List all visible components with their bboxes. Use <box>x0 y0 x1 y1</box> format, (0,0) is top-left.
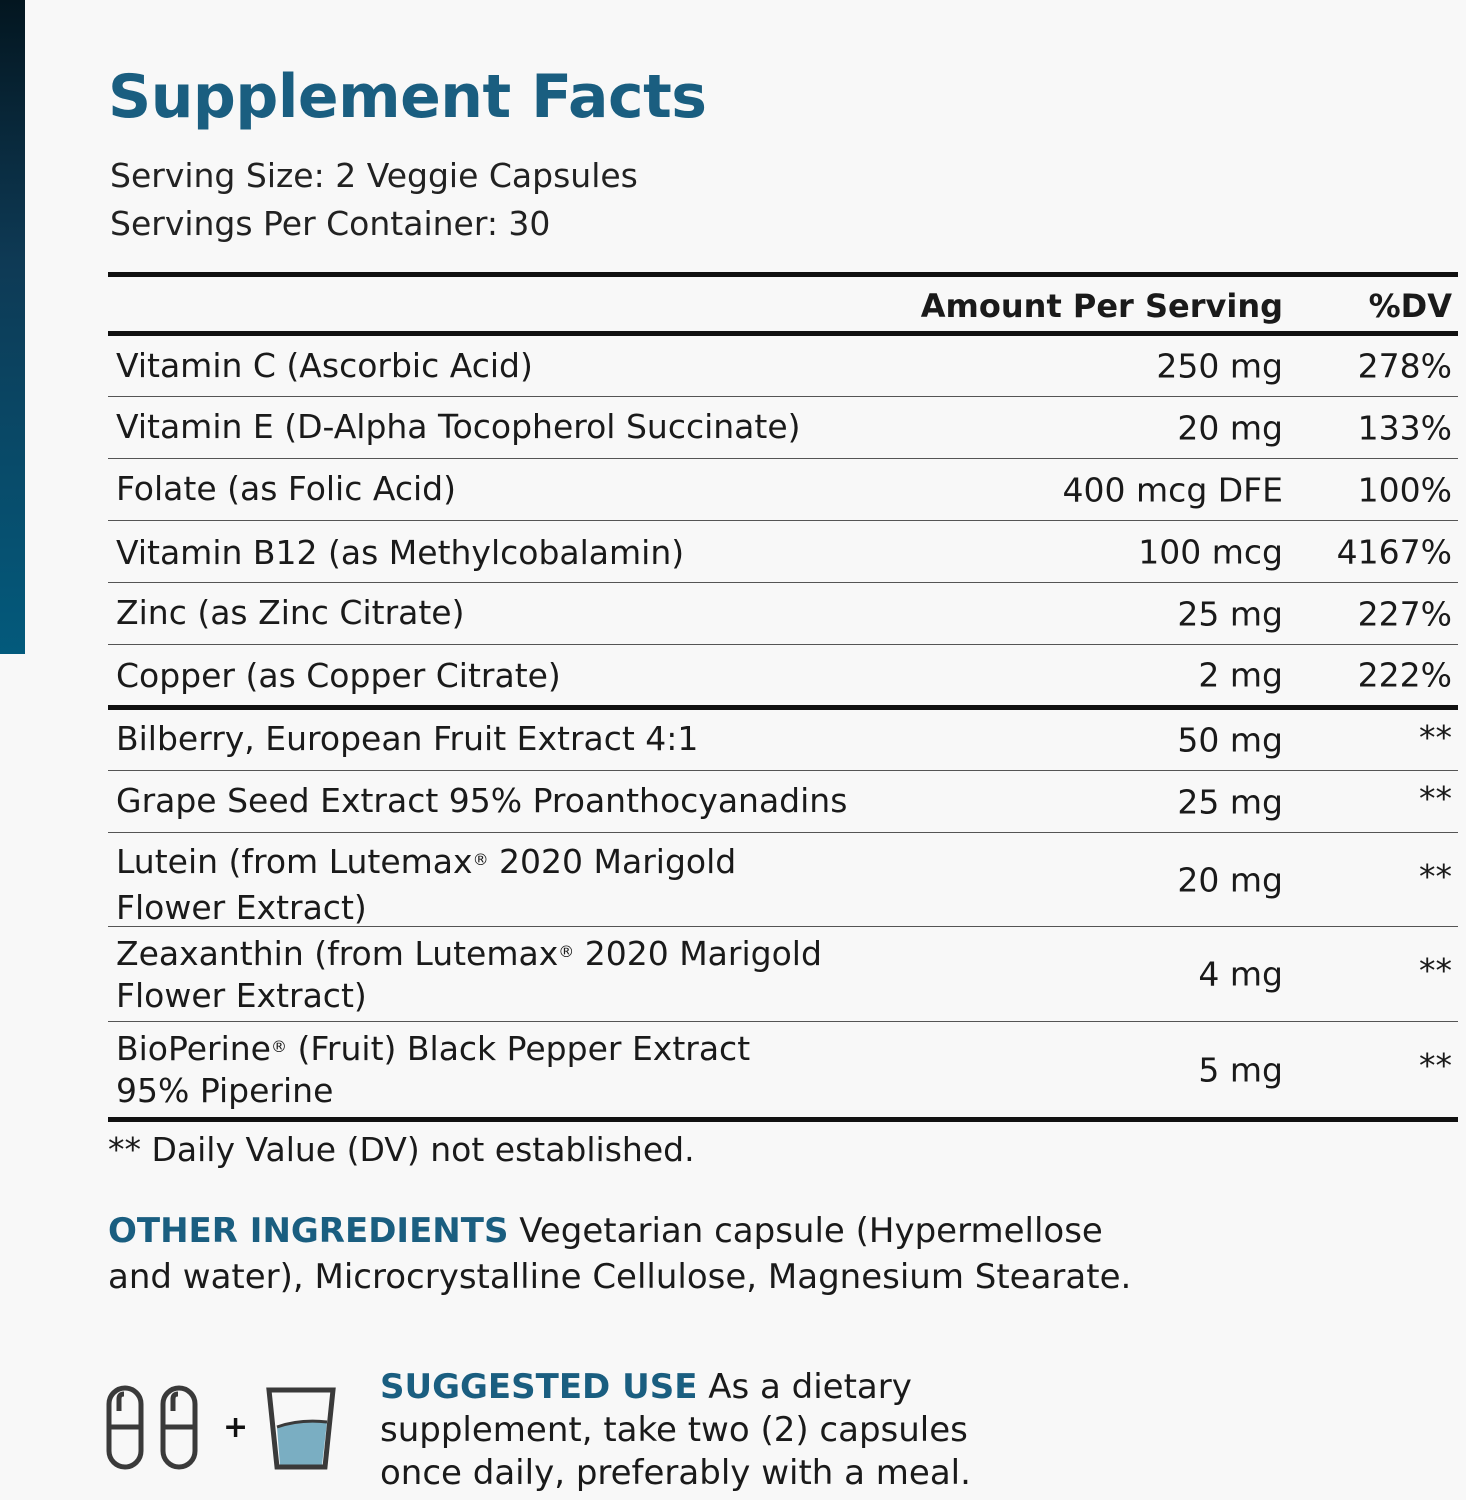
row-name: BioPerine® (Fruit) Black Pepper Extract 9… <box>116 1029 751 1110</box>
row-amount: 50 mg <box>1177 720 1283 760</box>
svg-text:+: + <box>223 1410 248 1445</box>
row-name: Zinc (as Zinc Citrate) <box>116 593 465 632</box>
water-glass-icon <box>266 1387 336 1470</box>
table-row: Copper (as Copper Citrate) 2 mg 222% <box>108 645 1458 710</box>
row-amount: 25 mg <box>1177 594 1283 633</box>
row-dv: 278% <box>1357 346 1452 386</box>
row-name: Vitamin E (D-Alpha Tocopherol Succinate) <box>116 407 801 446</box>
plus-icon: + <box>223 1410 248 1445</box>
row-amount: 400 mcg DFE <box>1062 470 1283 509</box>
suggested-use-text: As a dietary supplement, take two (2) ca… <box>380 1367 971 1493</box>
row-dv: ** <box>1419 718 1452 757</box>
footnote: ** Daily Value (DV) not established. <box>108 1130 695 1169</box>
row-dv: ** <box>1419 779 1452 818</box>
other-ingredients-label: OTHER INGREDIENTS <box>108 1211 509 1251</box>
table-row: BioPerine® (Fruit) Black Pepper Extract 9… <box>108 1022 1458 1117</box>
divider <box>108 331 1458 336</box>
row-dv: 133% <box>1357 408 1452 447</box>
table-row: Vitamin C (Ascorbic Acid) 250 mg 278% <box>108 336 1458 397</box>
row-dv: ** <box>1419 857 1452 896</box>
row-name: Copper (as Copper Citrate) <box>116 656 561 695</box>
table-row: Folate (as Folic Acid) 400 mcg DFE 100% <box>108 459 1458 521</box>
row-amount: 100 mcg <box>1138 532 1283 571</box>
row-amount: 25 mg <box>1177 782 1283 821</box>
table-row: Vitamin E (D-Alpha Tocopherol Succinate)… <box>108 397 1458 459</box>
table-row: Lutein (from Lutemax® 2020 Marigold Flowe… <box>108 833 1458 927</box>
row-dv: 227% <box>1357 594 1452 633</box>
row-amount: 2 mg <box>1198 655 1283 695</box>
suggested-use-label: SUGGESTED USE <box>380 1367 698 1407</box>
table-row: Grape Seed Extract 95% Proanthocyanadins… <box>108 771 1458 833</box>
row-amount: 250 mg <box>1156 346 1283 386</box>
side-accent-bar <box>0 0 25 654</box>
divider <box>108 1117 1458 1122</box>
row-dv: ** <box>1419 1046 1452 1085</box>
row-name: Grape Seed Extract 95% Proanthocyanadins <box>116 781 848 820</box>
capsule-icon <box>106 1385 144 1470</box>
table-row: Vitamin B12 (as Methylcobalamin) 100 mcg 4… <box>108 521 1458 583</box>
table-row: Zinc (as Zinc Citrate) 25 mg 227% <box>108 583 1458 645</box>
table-row: Bilberry, European Fruit Extract 4:1 50 m… <box>108 710 1458 771</box>
row-name: Zeaxanthin (from Lutemax® 2020 Marigold F… <box>116 934 822 1015</box>
suggested-use: SUGGESTED USE As a dietary supplement, t… <box>380 1366 1000 1495</box>
servings-per-container: Servings Per Container: 30 <box>110 204 551 243</box>
table-header: Amount Per Serving %DV <box>108 277 1458 331</box>
other-ingredients-text: Vegetarian capsule (Hypermellose and wat… <box>108 1211 1132 1297</box>
row-amount: 20 mg <box>1177 408 1283 447</box>
header-dv: %DV <box>1368 287 1452 325</box>
page-title: Supplement Facts <box>108 62 707 132</box>
row-name: Vitamin B12 (as Methylcobalamin) <box>116 533 685 572</box>
table-row: Zeaxanthin (from Lutemax® 2020 Marigold F… <box>108 927 1458 1022</box>
row-name: Lutein (from Lutemax® 2020 Marigold Flowe… <box>116 842 737 927</box>
facts-table: Amount Per Serving %DV Vitamin C (Ascorb… <box>108 272 1458 1122</box>
capsule-icon <box>160 1385 198 1470</box>
row-name: Vitamin C (Ascorbic Acid) <box>116 346 533 385</box>
header-amount: Amount Per Serving <box>920 287 1283 325</box>
row-name: Bilberry, European Fruit Extract 4:1 <box>116 719 699 758</box>
row-amount: 5 mg <box>1198 1050 1283 1089</box>
other-ingredients: OTHER INGREDIENTS Vegetarian capsule (Hy… <box>108 1208 1158 1300</box>
divider <box>108 272 1458 277</box>
row-dv: 100% <box>1357 470 1452 509</box>
row-dv: 222% <box>1357 655 1452 695</box>
row-dv: ** <box>1419 951 1452 990</box>
serving-size: Serving Size: 2 Veggie Capsules <box>110 156 638 195</box>
row-amount: 4 mg <box>1198 954 1283 994</box>
row-dv: 4167% <box>1336 532 1452 571</box>
usage-icons: + <box>105 1385 345 1479</box>
row-amount: 20 mg <box>1177 860 1283 899</box>
row-name: Folate (as Folic Acid) <box>116 469 456 508</box>
